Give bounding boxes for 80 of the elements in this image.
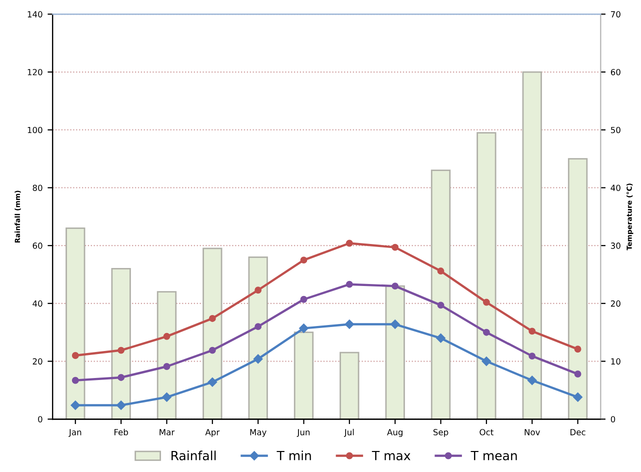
point (574, 370, 582, 378)
legend-label: T mean (470, 451, 517, 460)
x-tick-label: Jul (344, 428, 354, 437)
point (300, 296, 308, 303)
y-tick-label: 40 (32, 300, 42, 307)
point (482, 328, 490, 336)
point (163, 363, 170, 370)
point (72, 352, 79, 359)
bar (476, 132, 496, 420)
point (482, 298, 490, 306)
x-tick-label: Aug (387, 429, 402, 437)
y2-tick-label: 0 (610, 416, 616, 422)
point (392, 244, 399, 251)
y2-tick-label: 70 (611, 11, 620, 18)
bar (111, 268, 131, 420)
point (344, 320, 354, 329)
y-tick-label: 80 (32, 184, 42, 192)
y2-tick-label: 60 (610, 68, 620, 76)
point (346, 280, 353, 288)
y2-tick-label: 30 (610, 242, 620, 249)
y-tick-label: 20 (32, 358, 42, 365)
x-tick-label: Sep (433, 429, 448, 437)
y-tick-label: 140 (28, 11, 42, 18)
point (528, 352, 536, 360)
bar (202, 248, 222, 420)
bar (430, 170, 451, 420)
point (437, 302, 444, 309)
point (118, 374, 125, 381)
point (162, 392, 172, 402)
x-tick-label: Jun (296, 429, 310, 437)
bar (522, 71, 542, 420)
x-tick-label: Mar (160, 429, 175, 436)
point (72, 376, 79, 384)
point (436, 334, 446, 343)
point (118, 346, 125, 354)
x-tick-label: Oct (480, 429, 494, 436)
x-tick-label: Apr (205, 429, 220, 437)
y2-tick-label: 20 (610, 300, 620, 307)
point (437, 268, 444, 275)
point (527, 376, 537, 385)
point (390, 320, 400, 329)
bar (294, 332, 314, 420)
bar (66, 228, 86, 420)
point (116, 400, 126, 410)
point (208, 377, 218, 387)
bar (340, 352, 360, 420)
legend-label: T min (276, 450, 311, 460)
point (392, 282, 399, 290)
y2-tick-label: 50 (610, 126, 620, 134)
point (573, 392, 582, 402)
bar (385, 285, 405, 420)
y-tick-label: 60 (32, 242, 42, 249)
x-tick-label: Jan (68, 429, 82, 437)
y2-tick-label: 40 (610, 184, 620, 192)
point (346, 240, 353, 247)
bar (248, 256, 268, 420)
point (574, 346, 582, 353)
point (299, 324, 308, 333)
y-tick-label: 120 (28, 68, 42, 76)
x-tick-label: Feb (114, 428, 128, 436)
legend-label: T max (372, 451, 410, 460)
x-tick-label: Nov (524, 429, 540, 436)
point (208, 346, 216, 354)
point (300, 256, 308, 264)
point (254, 323, 262, 330)
point (208, 315, 216, 322)
x-tick-label: Dec (570, 429, 586, 436)
point (70, 400, 80, 410)
y-tick-label: 0 (38, 416, 42, 422)
bar (156, 291, 177, 420)
point (163, 332, 170, 340)
legend-label: Rainfall (172, 450, 216, 460)
bar (568, 158, 588, 420)
y-tick-label: 100 (28, 126, 42, 134)
point (482, 356, 492, 366)
point (254, 286, 262, 294)
point (528, 328, 536, 335)
y2-tick-label: 10 (611, 358, 620, 365)
point (253, 354, 263, 364)
x-tick-label: May (250, 429, 266, 437)
